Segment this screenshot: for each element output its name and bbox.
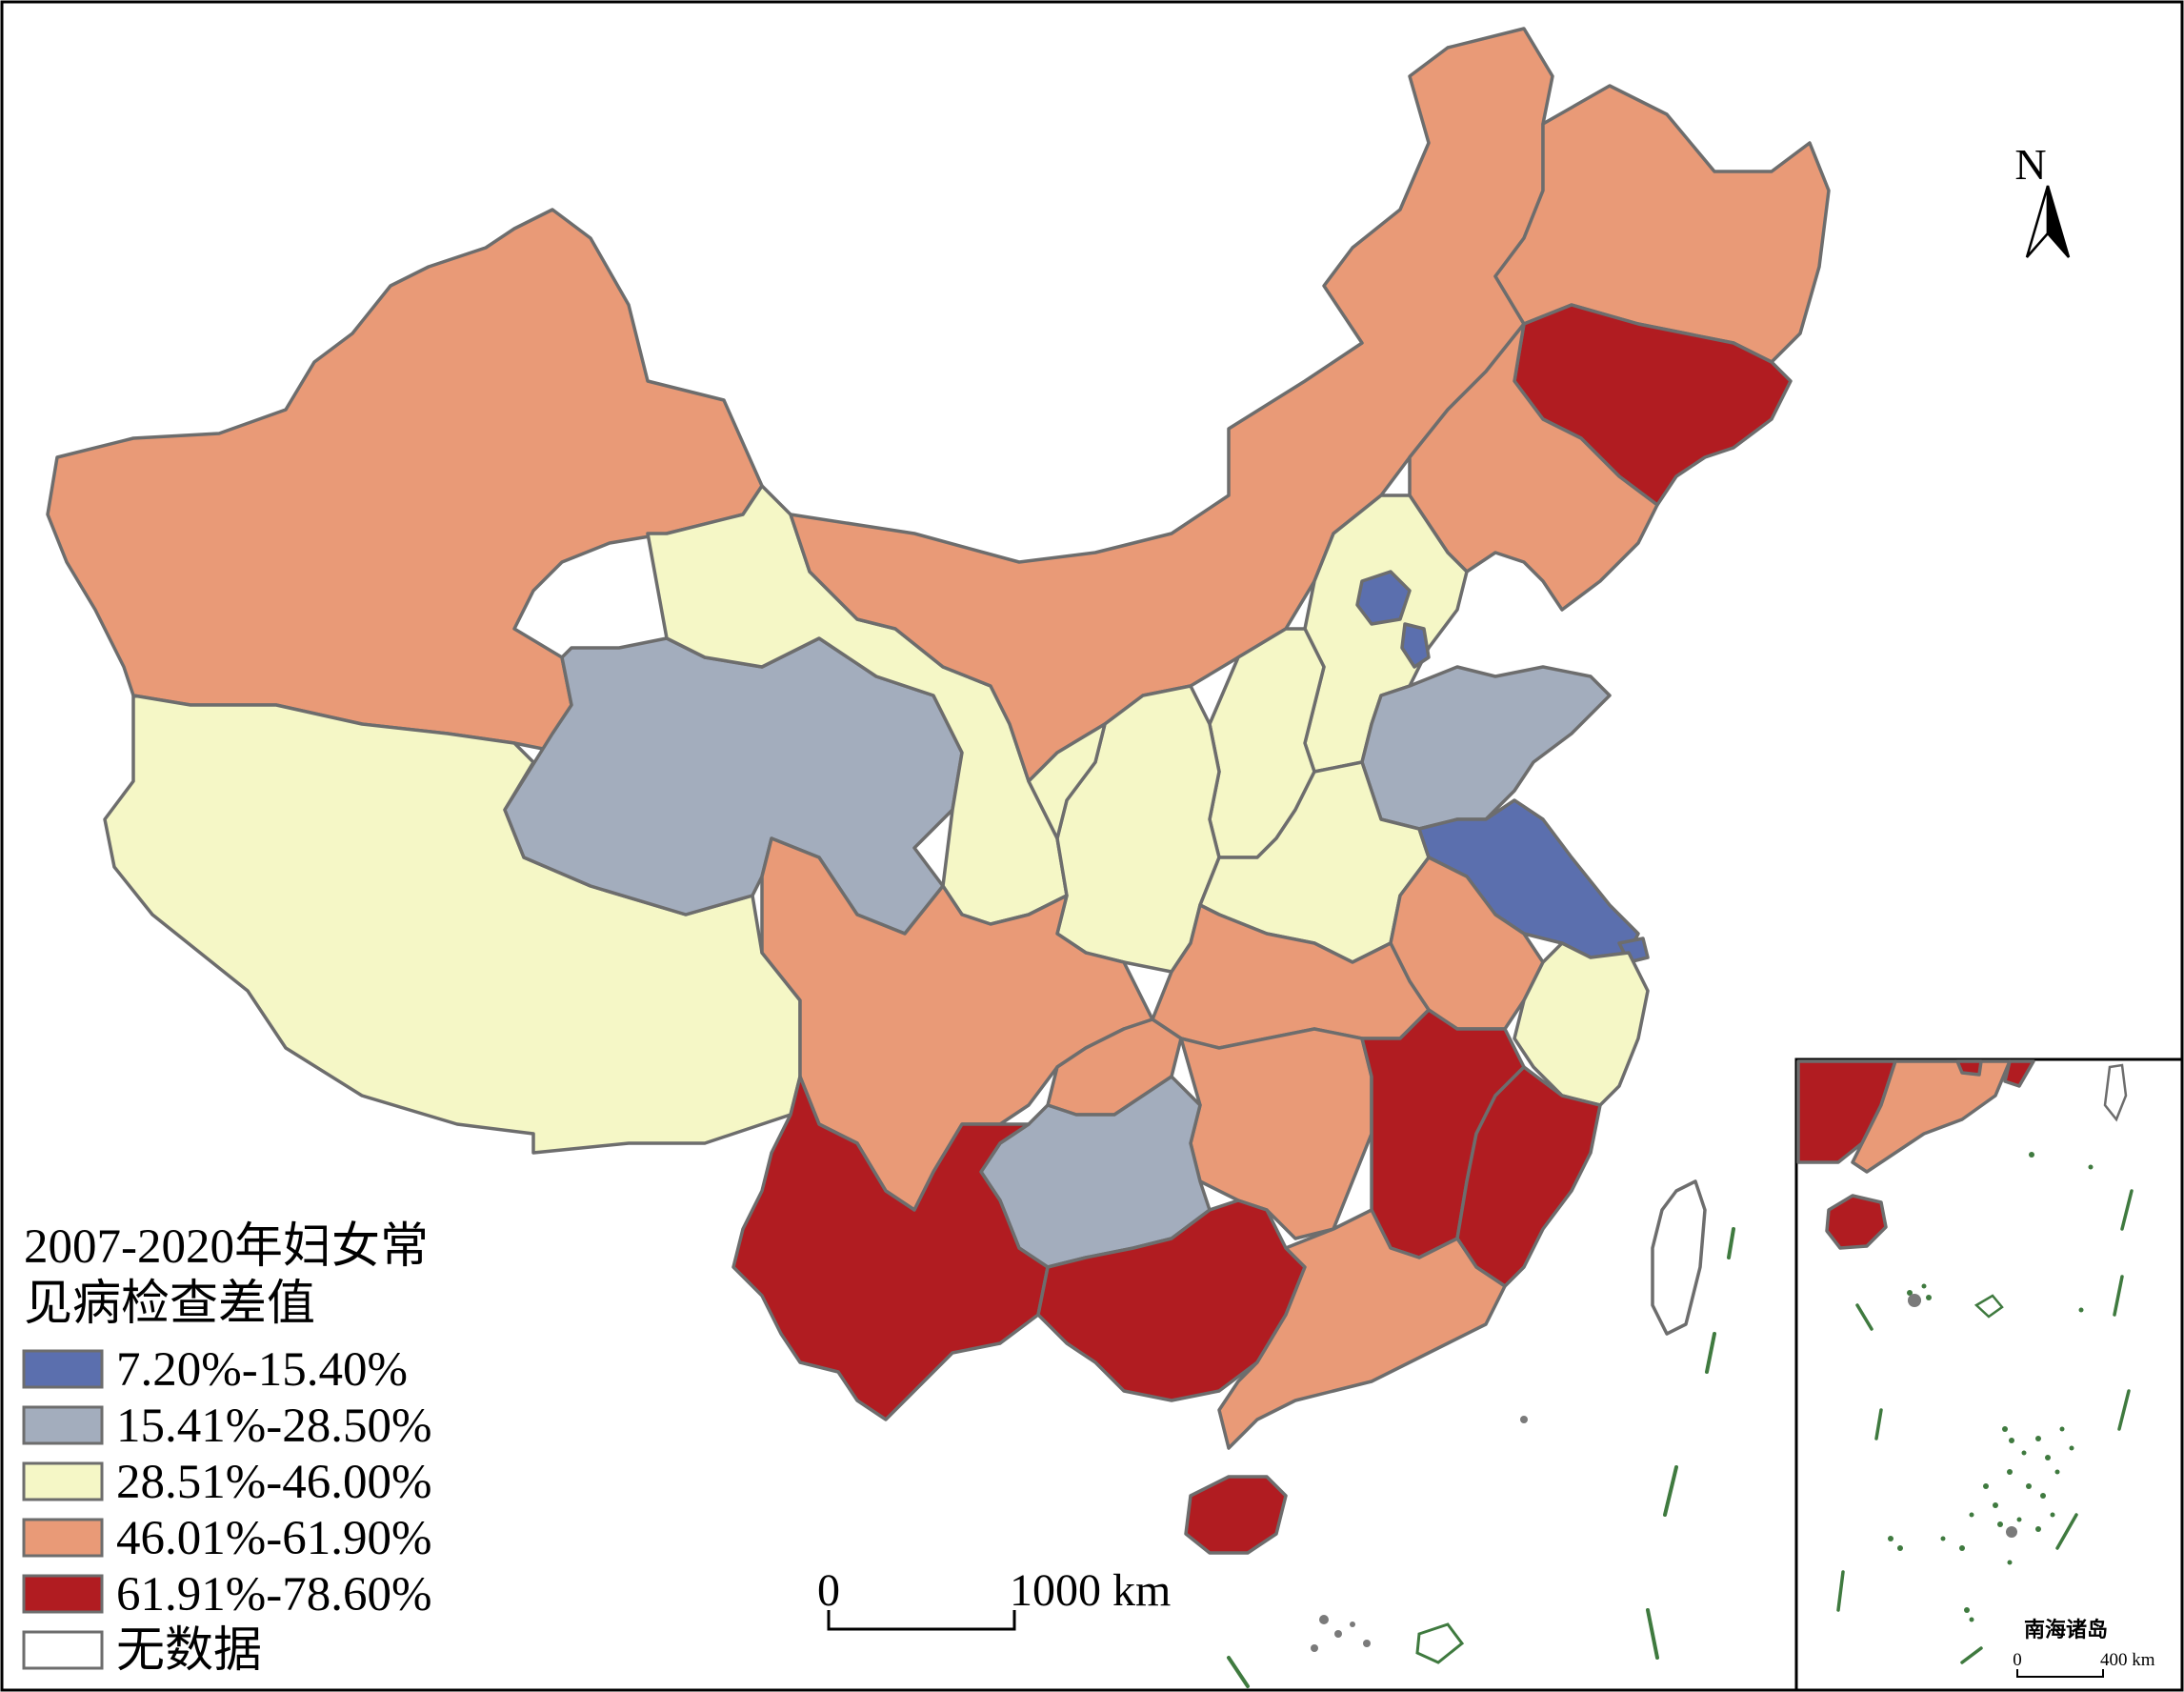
provinces	[46, 27, 1831, 1555]
legend-swatch	[22, 1461, 104, 1501]
legend-label: 无数据	[116, 1624, 262, 1678]
legend-swatch	[22, 1349, 104, 1389]
north-arrow-icon	[2025, 185, 2050, 258]
province-beijing	[1355, 570, 1412, 626]
sea-boundary-marks	[1227, 1227, 1735, 1688]
legend: 2007-2020年妇女常 见病检查差值 7.20%-15.40%15.41%-…	[22, 1220, 431, 1678]
legend-label: 46.01%-61.90%	[116, 1512, 431, 1565]
inset-reef-outline	[1974, 1294, 2004, 1319]
legend-label: 15.41%-28.50%	[116, 1400, 431, 1453]
legend-label: 61.91%-78.60%	[116, 1568, 431, 1622]
scale-start-label: 0	[817, 1565, 840, 1616]
inset-taiwan	[2103, 1063, 2128, 1122]
legend-swatch	[22, 1574, 104, 1614]
inset-nine-dash-line	[1836, 1189, 2134, 1664]
inset-scale-end: 400 km	[2100, 1650, 2155, 1670]
north-arrow: N	[2014, 140, 2071, 258]
inset-province-guangdong	[1851, 1059, 2012, 1174]
inset-map: 南海诸岛 0 400 km	[1794, 1058, 2184, 1692]
inset-scale-line	[2016, 1669, 2104, 1678]
islet-outline	[1415, 1622, 1465, 1664]
legend-title-line1: 2007-2020年妇女常	[24, 1220, 429, 1274]
inset-scale-start: 0	[2013, 1650, 2022, 1670]
legend-label: 7.20%-15.40%	[116, 1343, 408, 1397]
province-taiwan	[1651, 1179, 1707, 1336]
inset-province-hainan	[1825, 1194, 1888, 1250]
legend-swatch	[22, 1630, 104, 1670]
province-tianjin	[1400, 622, 1431, 669]
province-zhejiang	[1513, 941, 1650, 1107]
legend-swatch	[22, 1405, 104, 1445]
scale-end-label: 1000 km	[1010, 1565, 1171, 1616]
legend-label: 28.51%-46.00%	[116, 1456, 431, 1509]
province-shandong	[1360, 665, 1612, 831]
inset-frame	[1794, 1058, 2184, 1692]
inset-caption: 南海诸岛	[2024, 1618, 2108, 1642]
province-hainan	[1184, 1475, 1288, 1555]
legend-swatch	[22, 1518, 104, 1558]
north-arrow-label: N	[2014, 140, 2046, 189]
inset-islands	[1888, 1152, 2094, 1622]
legend-items: 7.20%-15.40%15.41%-28.50%28.51%-46.00%46…	[22, 1343, 431, 1678]
inset-province-fujian	[2003, 1059, 2035, 1088]
coastal-islets	[1311, 1416, 1528, 1652]
province-ningxia	[1027, 722, 1107, 840]
scale-bar: 0 1000 km	[817, 1565, 1171, 1631]
scale-bar-line	[827, 1610, 1016, 1631]
province-guangdong	[1217, 1208, 1507, 1450]
inset-province-jiangxi	[1955, 1059, 1983, 1077]
legend-title-line2: 见病检查差值	[24, 1278, 315, 1331]
